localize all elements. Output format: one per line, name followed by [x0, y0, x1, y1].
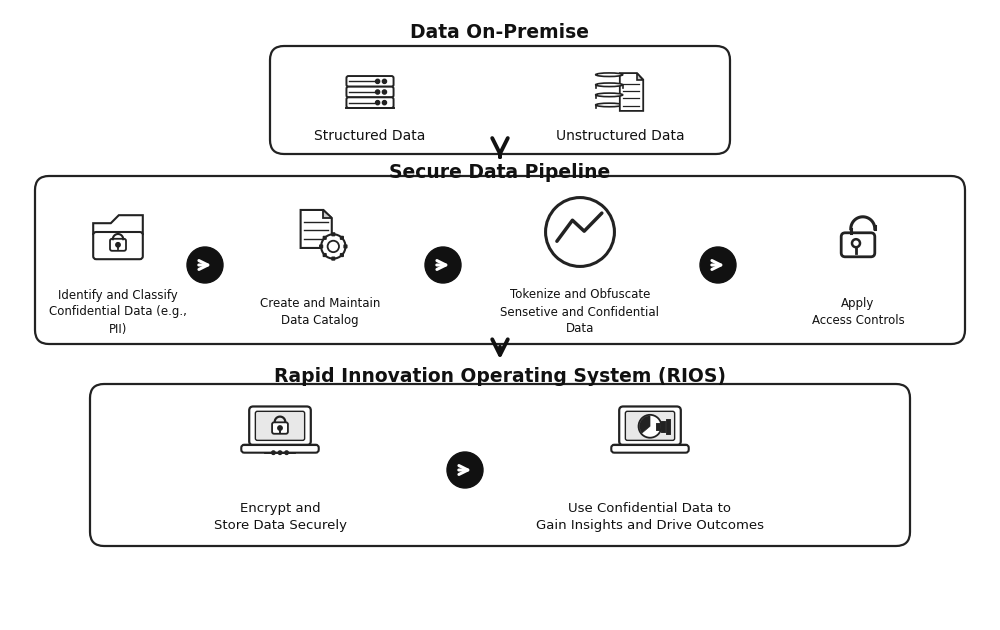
- Text: Create and Maintain
Data Catalog: Create and Maintain Data Catalog: [260, 297, 380, 327]
- Ellipse shape: [596, 73, 623, 76]
- FancyBboxPatch shape: [90, 384, 910, 546]
- Wedge shape: [640, 416, 650, 433]
- Ellipse shape: [596, 103, 623, 106]
- Circle shape: [382, 101, 387, 105]
- Polygon shape: [301, 210, 332, 248]
- Circle shape: [382, 79, 387, 83]
- Text: Structured Data: Structured Data: [314, 129, 426, 143]
- Circle shape: [376, 90, 380, 94]
- FancyBboxPatch shape: [346, 97, 394, 108]
- Text: Encrypt and
Store Data Securely: Encrypt and Store Data Securely: [214, 502, 347, 532]
- FancyBboxPatch shape: [346, 76, 394, 87]
- Circle shape: [376, 79, 380, 83]
- Polygon shape: [93, 215, 143, 234]
- Ellipse shape: [596, 93, 623, 96]
- Text: Secure Data Pipeline: Secure Data Pipeline: [389, 163, 611, 181]
- Circle shape: [272, 451, 275, 454]
- FancyBboxPatch shape: [272, 422, 288, 434]
- Text: Apply
Access Controls: Apply Access Controls: [812, 297, 904, 327]
- Text: Use Confidential Data to
Gain Insights and Drive Outcomes: Use Confidential Data to Gain Insights a…: [536, 502, 764, 532]
- FancyBboxPatch shape: [331, 256, 335, 261]
- FancyBboxPatch shape: [110, 239, 126, 251]
- FancyBboxPatch shape: [841, 233, 875, 257]
- FancyBboxPatch shape: [323, 236, 327, 240]
- FancyBboxPatch shape: [625, 411, 675, 440]
- Circle shape: [700, 247, 736, 283]
- Polygon shape: [637, 73, 643, 79]
- Circle shape: [425, 247, 461, 283]
- Text: Data On-Premise: Data On-Premise: [411, 23, 590, 42]
- FancyBboxPatch shape: [343, 244, 348, 248]
- FancyBboxPatch shape: [331, 232, 335, 236]
- Circle shape: [376, 101, 380, 105]
- FancyBboxPatch shape: [340, 236, 344, 240]
- Text: Tokenize and Obfuscate
Sensetive and Confidential
Data: Tokenize and Obfuscate Sensetive and Con…: [501, 289, 660, 336]
- Circle shape: [328, 241, 339, 252]
- Text: Identify and Classify
Confidential Data (e.g.,
PII): Identify and Classify Confidential Data …: [49, 289, 187, 336]
- FancyBboxPatch shape: [619, 406, 681, 445]
- Circle shape: [187, 247, 223, 283]
- Circle shape: [278, 451, 282, 454]
- FancyBboxPatch shape: [323, 253, 327, 257]
- Ellipse shape: [596, 83, 623, 86]
- Polygon shape: [620, 73, 643, 111]
- FancyBboxPatch shape: [241, 445, 319, 453]
- Circle shape: [546, 198, 614, 266]
- Circle shape: [321, 234, 345, 258]
- Circle shape: [278, 426, 282, 430]
- FancyBboxPatch shape: [93, 232, 143, 259]
- Circle shape: [639, 415, 661, 438]
- Circle shape: [116, 243, 120, 247]
- Text: Rapid Innovation Operating System (RIOS): Rapid Innovation Operating System (RIOS): [274, 367, 726, 386]
- Circle shape: [382, 90, 387, 94]
- FancyBboxPatch shape: [249, 406, 311, 445]
- FancyBboxPatch shape: [346, 87, 394, 97]
- Circle shape: [285, 451, 288, 454]
- FancyBboxPatch shape: [340, 253, 344, 257]
- FancyBboxPatch shape: [611, 445, 689, 453]
- Polygon shape: [323, 210, 332, 219]
- Circle shape: [447, 452, 483, 488]
- FancyBboxPatch shape: [319, 244, 323, 248]
- FancyBboxPatch shape: [270, 46, 730, 154]
- FancyBboxPatch shape: [255, 411, 305, 440]
- Text: Unstructured Data: Unstructured Data: [556, 129, 684, 143]
- FancyBboxPatch shape: [35, 176, 965, 344]
- Circle shape: [852, 239, 860, 247]
